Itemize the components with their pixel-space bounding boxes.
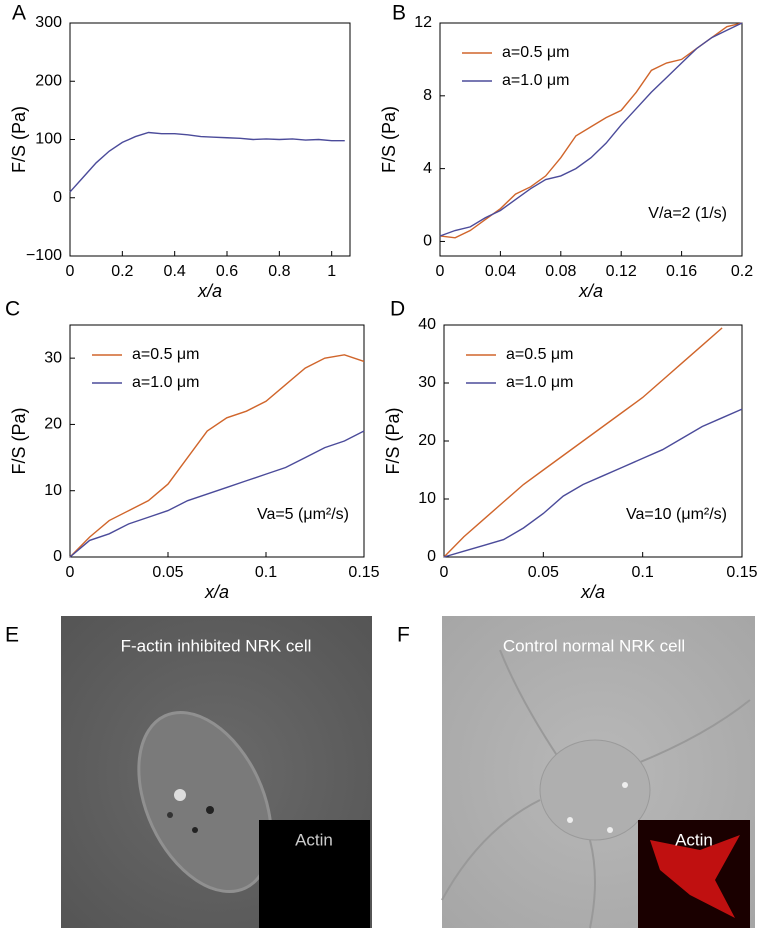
y-tick-label: 0 bbox=[53, 548, 62, 565]
y-axis-label: F/S (Pa) bbox=[9, 407, 29, 474]
x-tick-label: 0.8 bbox=[268, 263, 290, 280]
vesicle bbox=[607, 827, 613, 833]
y-axis-label: F/S (Pa) bbox=[383, 407, 403, 474]
series-line bbox=[69, 430, 365, 558]
legend-label: a=1.0 μm bbox=[506, 374, 573, 391]
panel-label: B bbox=[392, 2, 406, 25]
y-tick-label: 0 bbox=[427, 548, 436, 565]
y-tick-label: 8 bbox=[423, 87, 432, 104]
x-tick-label: 0.2 bbox=[731, 263, 753, 280]
x-tick-label: 0.4 bbox=[164, 263, 186, 280]
y-tick-label: 40 bbox=[418, 316, 436, 333]
y-tick-label: 10 bbox=[44, 482, 62, 499]
y-tick-label: 12 bbox=[414, 14, 432, 31]
y-axis-label: F/S (Pa) bbox=[379, 106, 399, 173]
caption: F-actin inhibited NRK cell bbox=[121, 636, 312, 655]
plot-frame bbox=[439, 22, 743, 257]
vesicle bbox=[192, 827, 198, 833]
panel-label: C bbox=[5, 298, 20, 321]
x-tick-label: 0.05 bbox=[152, 564, 183, 581]
cell-outline bbox=[441, 649, 751, 929]
x-tick-label: 0 bbox=[66, 263, 75, 280]
vesicle bbox=[567, 817, 573, 823]
cell bbox=[539, 739, 651, 841]
inset-label: Actin bbox=[295, 830, 333, 849]
y-tick-label: −100 bbox=[26, 247, 62, 264]
y-tick-label: 30 bbox=[44, 349, 62, 366]
y-axis-label: F/S (Pa) bbox=[9, 106, 29, 173]
panel-label: D bbox=[390, 298, 405, 321]
vesicle bbox=[167, 812, 173, 818]
x-tick-label: 0.15 bbox=[726, 564, 757, 581]
plot-frame bbox=[69, 324, 365, 558]
x-tick-label: 0.6 bbox=[216, 263, 238, 280]
y-tick-label: 100 bbox=[35, 131, 62, 148]
x-tick-label: 0.16 bbox=[666, 263, 697, 280]
legend-label: a=0.5 μm bbox=[506, 346, 573, 363]
legend-label: a=1.0 μm bbox=[502, 72, 569, 89]
x-tick-label: 0.15 bbox=[348, 564, 379, 581]
y-tick-label: 300 bbox=[35, 14, 62, 31]
legend-label: a=0.5 μm bbox=[502, 44, 569, 61]
x-tick-label: 0 bbox=[66, 564, 75, 581]
annotation: V/a=2 (1/s) bbox=[648, 205, 727, 222]
legend-label: a=1.0 μm bbox=[132, 374, 199, 391]
x-axis-label: x/a bbox=[197, 281, 222, 301]
x-tick-label: 0.08 bbox=[545, 263, 576, 280]
inset-label: Actin bbox=[675, 830, 713, 849]
x-tick-label: 0.12 bbox=[606, 263, 637, 280]
annotation: Va=5 (μm²/s) bbox=[257, 506, 349, 523]
x-tick-label: 0 bbox=[440, 564, 449, 581]
caption: Control normal NRK cell bbox=[503, 636, 685, 655]
y-tick-label: 30 bbox=[418, 374, 436, 391]
x-tick-label: 0.2 bbox=[111, 263, 133, 280]
y-tick-label: 10 bbox=[418, 490, 436, 507]
x-axis-label: x/a bbox=[578, 281, 603, 301]
x-tick-label: 0.05 bbox=[528, 564, 559, 581]
series-line bbox=[443, 327, 723, 558]
image-f: F Control normal NRK cell Actin bbox=[397, 616, 755, 929]
x-tick-label: 1 bbox=[327, 263, 336, 280]
x-tick-label: 0.1 bbox=[632, 564, 654, 581]
actin-stain bbox=[650, 835, 740, 918]
y-tick-label: 0 bbox=[423, 233, 432, 250]
y-tick-label: 0 bbox=[53, 189, 62, 206]
annotation: Va=10 (μm²/s) bbox=[626, 506, 727, 523]
vesicle bbox=[622, 782, 628, 788]
cell bbox=[137, 710, 273, 894]
x-axis-label: x/a bbox=[580, 582, 605, 602]
y-tick-label: 20 bbox=[418, 432, 436, 449]
y-tick-label: 200 bbox=[35, 72, 62, 89]
panel-label: F bbox=[397, 624, 410, 647]
image-e: E F-actin inhibited NRK cell Actin bbox=[5, 616, 372, 928]
y-tick-label: 4 bbox=[423, 160, 432, 177]
panel-label: A bbox=[12, 2, 26, 25]
inset bbox=[259, 820, 370, 928]
series-line bbox=[69, 354, 365, 558]
series-line bbox=[69, 131, 345, 193]
y-tick-label: 20 bbox=[44, 416, 62, 433]
legend-label: a=0.5 μm bbox=[132, 346, 199, 363]
series-line bbox=[439, 22, 743, 237]
panel-label: E bbox=[5, 624, 19, 647]
vesicle bbox=[174, 789, 186, 801]
x-axis-label: x/a bbox=[204, 582, 229, 602]
vesicle bbox=[206, 806, 214, 814]
x-tick-label: 0 bbox=[436, 263, 445, 280]
x-tick-label: 0.04 bbox=[485, 263, 516, 280]
x-tick-label: 0.1 bbox=[255, 564, 277, 581]
series-line bbox=[443, 408, 743, 558]
